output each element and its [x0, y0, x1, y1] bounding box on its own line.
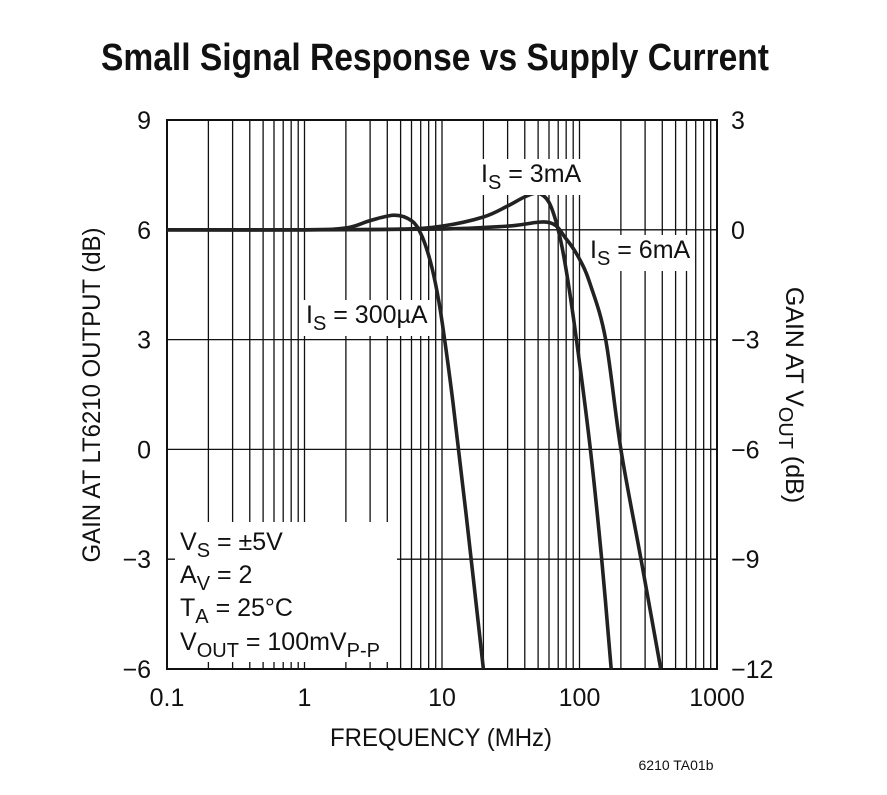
- condition-text-part: = 2: [210, 561, 252, 589]
- condition-text: TA = 25°C: [180, 594, 293, 628]
- condition-text-part: V: [197, 573, 211, 595]
- condition-text-part: S: [197, 540, 210, 562]
- condition-text-part: P-P: [347, 640, 380, 662]
- y-tick-label: 6: [137, 217, 151, 245]
- y2-tick-label: 3: [731, 107, 745, 135]
- response-curve: [167, 220, 663, 670]
- conditions-background: [175, 522, 397, 662]
- y-tick-label: 0: [137, 436, 151, 464]
- y2-axis-label: GAIN AT VOUT (dB): [774, 287, 808, 503]
- condition-text: VOUT = 100mVP-P: [180, 628, 380, 662]
- curve-label-background: [303, 300, 431, 336]
- curve-label-part: = 3mA: [501, 160, 581, 188]
- curve-label-part: I: [590, 236, 597, 264]
- condition-text-part: T: [180, 594, 195, 622]
- condition-text-part: A: [180, 561, 197, 589]
- condition-text-part: OUT: [197, 640, 239, 662]
- condition-text: AV = 2: [180, 561, 252, 595]
- y2-tick-label: −9: [731, 546, 760, 574]
- y-tick-label: −3: [122, 546, 151, 574]
- curve-label: IS = 300µA: [306, 301, 428, 335]
- x-axis-label: FREQUENCY (MHz): [330, 724, 552, 752]
- curve-label-part: S: [488, 172, 501, 194]
- condition-text-part: = 100mV: [239, 628, 347, 656]
- condition-text-part: = 25°C: [209, 594, 293, 622]
- figure-note: 6210 TA01b: [639, 757, 714, 773]
- y2-tick-label: 0: [731, 217, 745, 245]
- y-tick-label: −6: [122, 656, 151, 684]
- curve-label: IS = 6mA: [590, 236, 691, 270]
- curve-label-part: S: [313, 313, 326, 335]
- curve-label-part: I: [481, 160, 488, 188]
- y2-axis-label-part: GAIN AT V: [780, 287, 808, 407]
- x-tick-label: 100: [559, 684, 601, 712]
- y2-axis-label-part: OUT: [774, 407, 796, 449]
- y-axis-label: GAIN AT LT6210 OUTPUT (dB): [78, 228, 106, 563]
- y2-tick-label: −6: [731, 436, 760, 464]
- x-tick-label: 1000: [689, 684, 745, 712]
- plot-frame: [166, 119, 718, 670]
- condition-text-part: V: [180, 628, 197, 656]
- y2-tick-label: −3: [731, 327, 760, 355]
- condition-text: VS = ±5V: [180, 528, 283, 562]
- curve-label-part: S: [597, 248, 610, 270]
- curve-label: IS = 3mA: [481, 160, 582, 194]
- curve-label-background: [587, 235, 694, 271]
- x-tick-label: 0.1: [150, 684, 185, 712]
- chart-title: Small Signal Response vs Supply Current: [101, 37, 769, 79]
- curve-label-part: = 300µA: [326, 301, 428, 329]
- y-tick-label: 9: [137, 107, 151, 135]
- y2-tick-label: −12: [731, 656, 773, 684]
- y-tick-label: 3: [137, 327, 151, 355]
- curve-label-part: I: [306, 301, 313, 329]
- x-tick-label: 1: [298, 684, 312, 712]
- curve-label-part: = 6mA: [610, 236, 690, 264]
- condition-text-part: V: [180, 528, 197, 556]
- condition-text-part: = ±5V: [210, 528, 283, 556]
- condition-text-part: A: [195, 606, 209, 628]
- curve-label-background: [478, 159, 585, 195]
- y2-axis-label-part: (dB): [780, 449, 808, 503]
- x-tick-label: 10: [428, 684, 456, 712]
